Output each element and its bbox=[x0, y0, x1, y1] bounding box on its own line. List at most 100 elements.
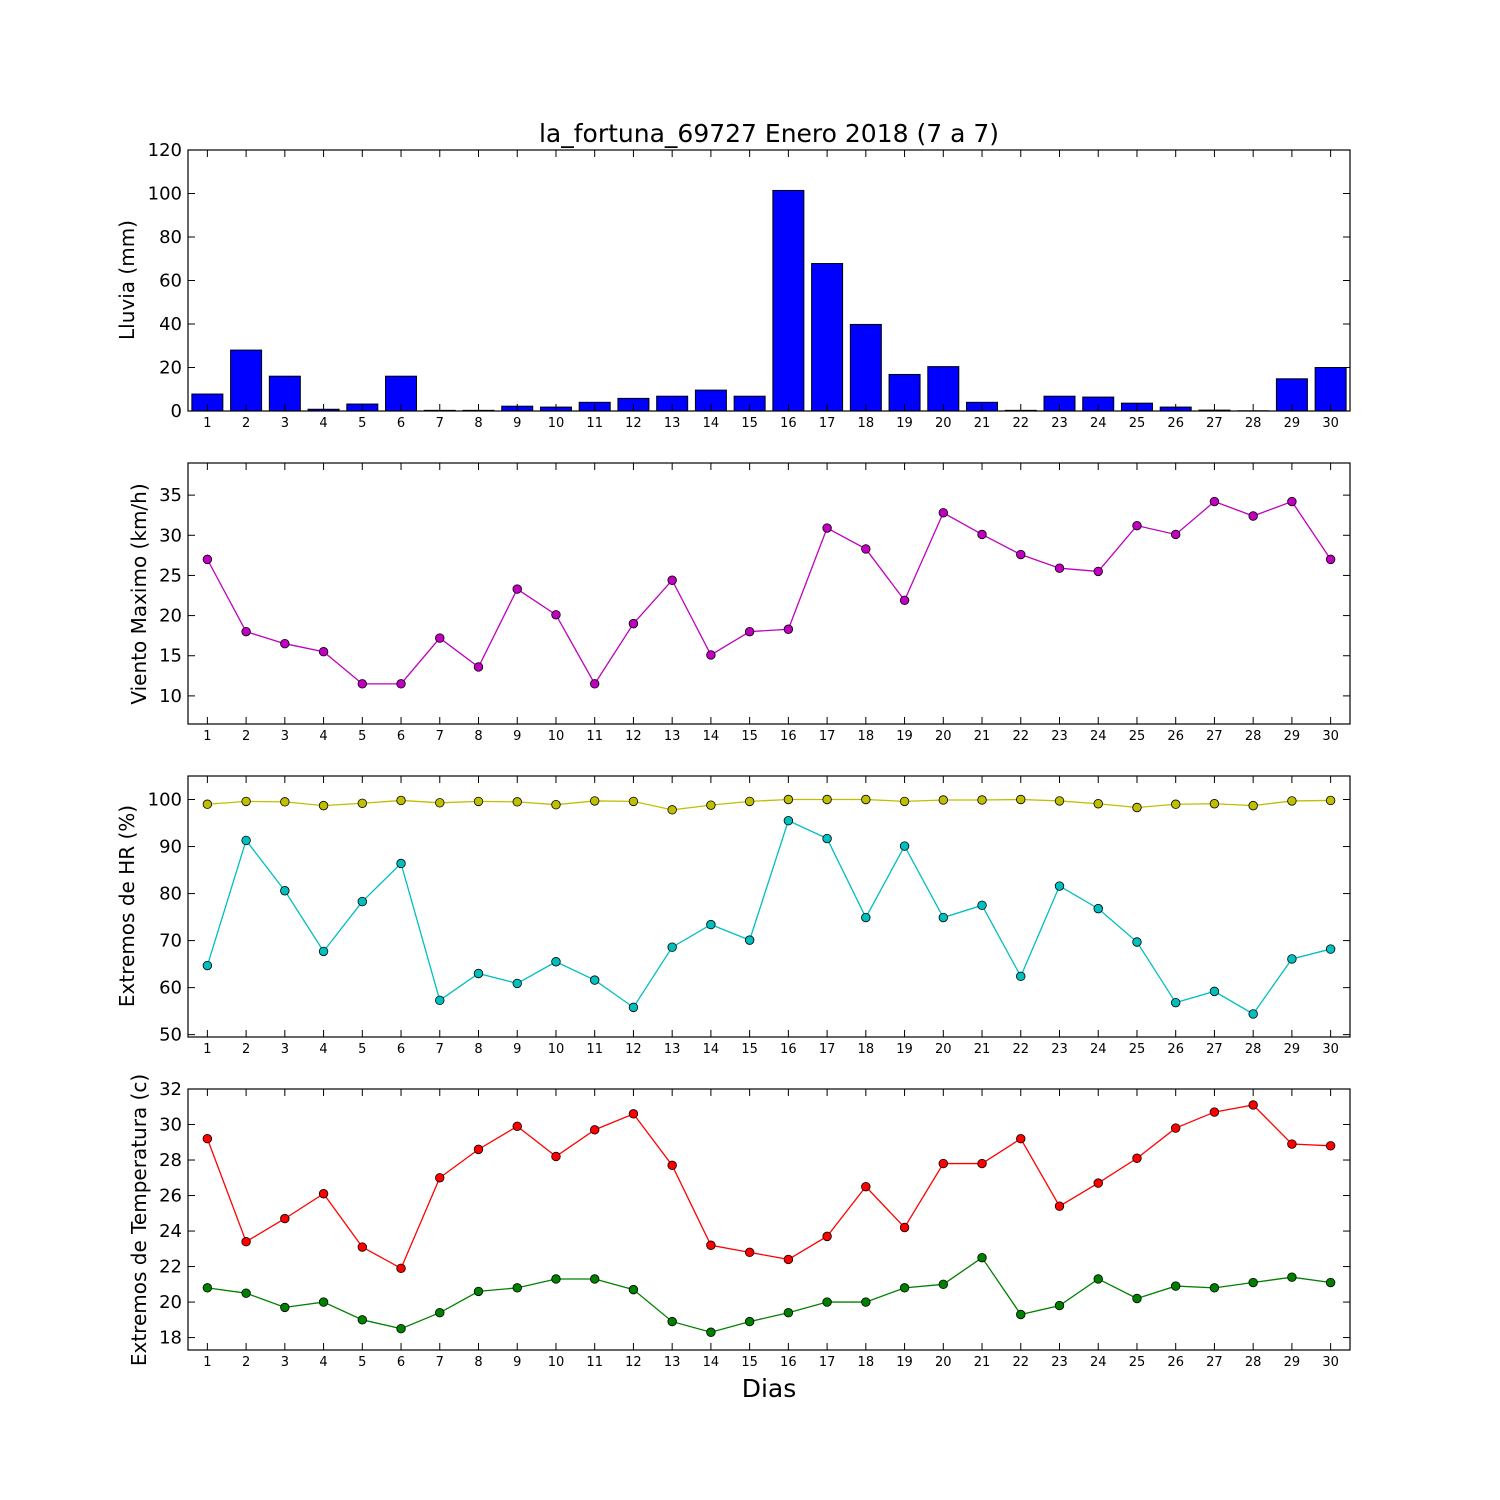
temperature-x-tick-label: 9 bbox=[513, 1355, 521, 1370]
humidity-series-0-point bbox=[1170, 799, 1181, 809]
humidity-series-0-point bbox=[706, 800, 716, 810]
temperature-x-tick-label: 30 bbox=[1322, 1355, 1339, 1370]
wind-series-0-point bbox=[783, 624, 794, 634]
rain-bar bbox=[772, 189, 805, 412]
humidity-x-tick-label: 17 bbox=[819, 1042, 836, 1057]
wind-series-0-point bbox=[861, 544, 871, 554]
wind-y-tick-label: 20 bbox=[159, 606, 182, 627]
rain-x-tick-label: 30 bbox=[1322, 416, 1339, 431]
temperature-series-0-point bbox=[1093, 1178, 1103, 1188]
wind-x-tick-label: 8 bbox=[474, 729, 482, 744]
temperature-series-0-point bbox=[938, 1158, 949, 1169]
temperature-x-tick-label: 8 bbox=[474, 1355, 482, 1370]
humidity-series-1-line bbox=[206, 819, 1331, 1015]
wind-series-0-point bbox=[1054, 563, 1065, 573]
temperature-series-0-point bbox=[241, 1236, 251, 1247]
rain-x-tick-label: 4 bbox=[319, 416, 327, 431]
humidity-series-0-point bbox=[512, 797, 522, 807]
humidity-x-tick-label: 27 bbox=[1206, 1042, 1223, 1057]
humidity-y-tick-label: 100 bbox=[148, 790, 182, 811]
temperature-x-tick-label: 3 bbox=[281, 1355, 289, 1370]
humidity-x-tick-label: 21 bbox=[974, 1042, 991, 1057]
temperature-y-tick-label: 22 bbox=[159, 1257, 182, 1278]
temperature-x-tick-label: 18 bbox=[858, 1355, 875, 1370]
humidity-x-tick-label: 4 bbox=[319, 1042, 327, 1057]
temperature-series-0-point bbox=[1287, 1139, 1297, 1149]
temperature-series-0-point bbox=[667, 1160, 677, 1171]
rain-bar bbox=[849, 323, 882, 412]
wind-series-0-point bbox=[357, 679, 368, 689]
temperature-series-0-point bbox=[590, 1125, 600, 1135]
temperature-y-tick-label: 26 bbox=[159, 1186, 182, 1207]
temperature-series-0-point bbox=[1325, 1141, 1336, 1151]
humidity-series-0-point bbox=[1287, 796, 1297, 806]
rain-x-tick-label: 1 bbox=[203, 416, 211, 431]
humidity-x-tick-label: 12 bbox=[625, 1042, 642, 1057]
wind-x-tick-label: 11 bbox=[586, 729, 603, 744]
rain-x-tick-label: 22 bbox=[1012, 416, 1029, 431]
temperature-series-1-point bbox=[551, 1274, 561, 1284]
wind-series-0-point bbox=[396, 679, 406, 689]
wind-x-tick-label: 20 bbox=[935, 729, 952, 744]
humidity-x-tick-label: 7 bbox=[436, 1042, 444, 1057]
wind-x-tick-label: 3 bbox=[281, 729, 289, 744]
rain-x-tick-label: 19 bbox=[896, 416, 913, 431]
wind-y-tick-label: 25 bbox=[159, 565, 182, 586]
humidity-x-tick-label: 6 bbox=[397, 1042, 405, 1057]
temperature-series-1-point bbox=[512, 1283, 522, 1293]
temperature-series-0-point bbox=[822, 1231, 832, 1242]
humidity-series-1-point bbox=[435, 995, 445, 1006]
temperature-x-tick-label: 20 bbox=[935, 1355, 952, 1370]
figure-title: la_fortuna_69727 Enero 2018 (7 a 7) bbox=[539, 119, 999, 148]
humidity-series-1-point bbox=[551, 957, 561, 967]
wind-series-0-point bbox=[977, 529, 987, 540]
rain-x-tick-label: 21 bbox=[974, 416, 991, 431]
humidity-x-tick-label: 25 bbox=[1129, 1042, 1146, 1057]
humidity-series-0-point bbox=[551, 799, 561, 810]
wind-series-0-point bbox=[280, 638, 290, 649]
temperature-series-1-point bbox=[1093, 1274, 1103, 1284]
humidity-x-tick-label: 24 bbox=[1090, 1042, 1107, 1057]
rain-y-tick-label: 60 bbox=[159, 271, 182, 292]
humidity-x-tick-label: 20 bbox=[935, 1042, 952, 1057]
rain-y-tick-label: 20 bbox=[159, 358, 182, 379]
temperature-series-1-point bbox=[744, 1316, 755, 1327]
temperature-series-1-point bbox=[318, 1297, 329, 1307]
humidity-series-1-point bbox=[280, 886, 290, 896]
humidity-x-tick-label: 23 bbox=[1051, 1042, 1068, 1057]
rain-y-tick-label: 80 bbox=[159, 227, 182, 248]
temperature-x-tick-label: 15 bbox=[741, 1355, 758, 1370]
wind-series-0-point bbox=[512, 584, 522, 594]
wind-x-tick-label: 27 bbox=[1206, 729, 1223, 744]
rain-y-tick-label: 40 bbox=[159, 314, 182, 335]
temperature-series-0-point bbox=[357, 1242, 368, 1252]
temperature-series-1-point bbox=[628, 1284, 639, 1295]
wind-series-0-point bbox=[1093, 566, 1103, 577]
humidity-x-tick-label: 26 bbox=[1167, 1042, 1184, 1057]
temperature-x-tick-label: 14 bbox=[703, 1355, 720, 1370]
humidity-series-0-point bbox=[1132, 802, 1142, 813]
humidity-series-1-point bbox=[744, 935, 755, 945]
temperature-series-1-point bbox=[202, 1283, 213, 1293]
wind-y-tick-label: 30 bbox=[159, 525, 182, 546]
humidity-series-1-point bbox=[1132, 937, 1142, 947]
humidity-x-tick-label: 5 bbox=[358, 1042, 366, 1057]
temperature-series-1-point bbox=[861, 1297, 871, 1307]
wind-x-tick-label: 4 bbox=[319, 729, 327, 744]
wind-series-0-point bbox=[1209, 496, 1220, 507]
temperature-series-1-point bbox=[1248, 1277, 1258, 1288]
rain-x-tick-label: 7 bbox=[436, 416, 444, 431]
wind-series-0-line bbox=[206, 500, 1332, 686]
x-axis-label: Dias bbox=[742, 1374, 797, 1403]
wind-series-0-point bbox=[473, 662, 484, 672]
humidity-y-tick-label: 90 bbox=[159, 837, 182, 858]
humidity-series-0-point bbox=[628, 796, 639, 807]
rain-x-tick-label: 29 bbox=[1284, 416, 1301, 431]
wind-x-tick-label: 13 bbox=[664, 729, 681, 744]
temperature-series-0-point bbox=[1016, 1134, 1026, 1144]
temperature-series-0-point bbox=[899, 1222, 910, 1233]
rain-axes-frame bbox=[187, 149, 1351, 412]
rain-x-tick-label: 6 bbox=[397, 416, 405, 431]
humidity-series-1-point bbox=[977, 900, 987, 911]
